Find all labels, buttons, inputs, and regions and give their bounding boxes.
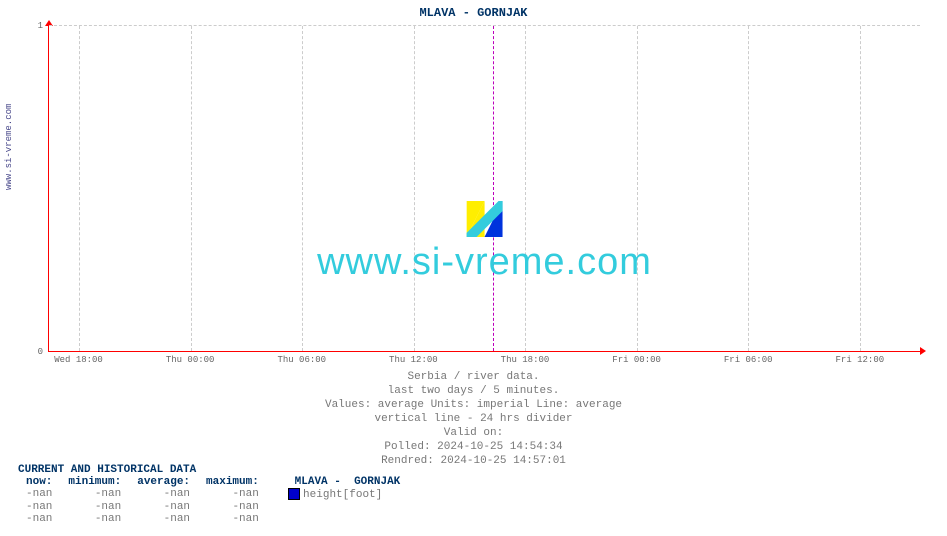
x-axis-arrow-icon bbox=[920, 347, 926, 355]
watermark-text: www.si-vreme.com bbox=[317, 241, 652, 284]
y-tick-label: 0 bbox=[19, 347, 43, 357]
gridline-horizontal bbox=[49, 25, 920, 26]
24hr-divider-line bbox=[493, 26, 494, 351]
cell: -nan bbox=[198, 513, 267, 525]
caption-line: Values: average Units: imperial Line: av… bbox=[0, 398, 947, 412]
table-header-row: now: minimum: average: maximum: MLAVA - … bbox=[18, 476, 408, 488]
chart-title: MLAVA - GORNJAK bbox=[0, 0, 947, 20]
cell: -nan bbox=[198, 488, 267, 501]
table-row: -nan -nan -nan -nan bbox=[18, 501, 408, 513]
col-header: now: bbox=[18, 476, 60, 488]
gridline-vertical bbox=[79, 26, 80, 351]
gridline-vertical bbox=[302, 26, 303, 351]
caption-line: last two days / 5 minutes. bbox=[0, 384, 947, 398]
x-tick-label: Fri 06:00 bbox=[724, 355, 773, 365]
x-tick-label: Thu 00:00 bbox=[166, 355, 215, 365]
x-tick-label: Fri 00:00 bbox=[612, 355, 661, 365]
col-header: average: bbox=[129, 476, 198, 488]
x-tick-label: Wed 18:00 bbox=[54, 355, 103, 365]
caption-line: Polled: 2024-10-25 14:54:34 bbox=[0, 440, 947, 454]
legend-swatch-icon bbox=[288, 488, 300, 500]
data-table-header: CURRENT AND HISTORICAL DATA bbox=[18, 464, 408, 476]
gridline-vertical bbox=[637, 26, 638, 351]
cell: -nan bbox=[60, 513, 129, 525]
gridline-vertical bbox=[191, 26, 192, 351]
col-header: minimum: bbox=[60, 476, 129, 488]
x-tick-label: Thu 12:00 bbox=[389, 355, 438, 365]
table-row: -nan -nan -nan -nan bbox=[18, 513, 408, 525]
x-tick-label: Thu 18:00 bbox=[501, 355, 550, 365]
vertical-site-label: www.si-vreme.com bbox=[4, 104, 14, 190]
series-header: MLAVA - GORNJAK bbox=[267, 476, 408, 488]
legend-cell: height[foot] bbox=[267, 488, 408, 501]
gridline-vertical bbox=[748, 26, 749, 351]
gridline-vertical bbox=[525, 26, 526, 351]
y-tick-label: 1 bbox=[19, 21, 43, 31]
chart-caption: Serbia / river data. last two days / 5 m… bbox=[0, 370, 947, 468]
x-tick-label: Fri 12:00 bbox=[836, 355, 885, 365]
gridline-vertical bbox=[860, 26, 861, 351]
gridline-vertical bbox=[414, 26, 415, 351]
cell: -nan bbox=[18, 501, 60, 513]
cell: -nan bbox=[129, 488, 198, 501]
table-row: -nan -nan -nan -nan height[foot] bbox=[18, 488, 408, 501]
x-tick-label: Thu 06:00 bbox=[277, 355, 326, 365]
data-table: CURRENT AND HISTORICAL DATA now: minimum… bbox=[18, 464, 408, 525]
cell: -nan bbox=[18, 513, 60, 525]
watermark-logo-icon bbox=[467, 201, 503, 237]
cell: -nan bbox=[18, 488, 60, 501]
chart-plot-area: www.si-vreme.com bbox=[48, 26, 920, 352]
cell: -nan bbox=[198, 501, 267, 513]
caption-line: Serbia / river data. bbox=[0, 370, 947, 384]
cell: -nan bbox=[60, 501, 129, 513]
caption-line: vertical line - 24 hrs divider bbox=[0, 412, 947, 426]
col-header: maximum: bbox=[198, 476, 267, 488]
watermark: www.si-vreme.com bbox=[317, 201, 652, 284]
cell: -nan bbox=[129, 501, 198, 513]
caption-line: Valid on: bbox=[0, 426, 947, 440]
cell: -nan bbox=[129, 513, 198, 525]
legend-unit: height[foot] bbox=[303, 489, 382, 501]
cell: -nan bbox=[60, 488, 129, 501]
